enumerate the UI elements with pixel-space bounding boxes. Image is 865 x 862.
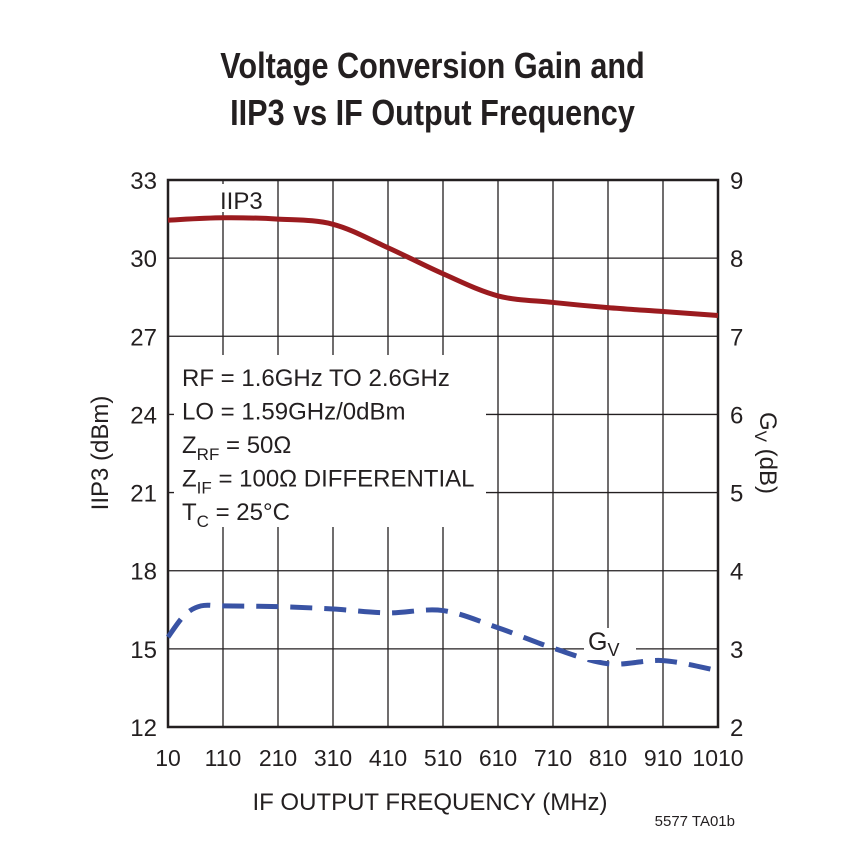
iip3-series-label: IIP3 [220, 188, 263, 215]
gv-series-label: GV [588, 628, 619, 660]
x-tick-label: 310 [314, 745, 352, 771]
x-tick-label: 810 [589, 745, 627, 771]
y2-tick-label: 5 [730, 481, 743, 508]
y-tick-label: 33 [130, 168, 157, 195]
chart-title-line1: Voltage Conversion Gain and [220, 45, 645, 86]
x-tick-label: 710 [534, 745, 572, 771]
y2-tick-label: 3 [730, 637, 743, 664]
y-tick-label: 15 [130, 637, 157, 664]
y2-axis-label: GV (dB) [751, 412, 781, 494]
annotation-line: RF = 1.6GHz TO 2.6GHz [182, 365, 450, 392]
x-axis-label: IF OUTPUT FREQUENCY (MHz) [252, 789, 607, 816]
x-tick-label: 410 [369, 745, 407, 771]
x-tick-label: 1010 [692, 745, 743, 771]
y2-tick-label: 8 [730, 246, 743, 273]
y2-tick-label: 6 [730, 402, 743, 429]
y-axis-label: IIP3 (dBm) [87, 396, 114, 511]
x-tick-label: 110 [205, 745, 242, 771]
x-tick-label: 210 [259, 745, 297, 771]
y-tick-label: 18 [130, 559, 157, 586]
y-tick-label: 30 [130, 246, 157, 273]
x-tick-label: 10 [155, 745, 181, 771]
y-tick-label: 24 [130, 402, 157, 429]
chart-title-line2: IIP3 vs IF Output Frequency [230, 92, 635, 133]
y2-tick-label: 2 [730, 715, 743, 742]
x-tick-label: 510 [424, 745, 462, 771]
y2-tick-label: 4 [730, 559, 743, 586]
y-tick-label: 21 [130, 481, 157, 508]
x-tick-label: 610 [479, 745, 517, 771]
y-tick-label: 12 [130, 715, 157, 742]
y2-tick-label: 9 [730, 168, 743, 195]
plot-frame [166, 178, 720, 729]
annotation-background [174, 355, 486, 527]
label-background [214, 184, 274, 212]
y2-tick-label: 7 [730, 324, 743, 351]
annotation-line: ZIF = 100Ω DIFFERENTIAL [182, 466, 474, 498]
x-tick-label: 910 [644, 745, 682, 771]
label-background [584, 628, 636, 660]
annotation-line: LO = 1.59GHz/0dBm [182, 399, 405, 426]
y-tick-label: 27 [130, 324, 157, 351]
series-line-iip3 [167, 215, 719, 318]
footnote: 5577 TA01b [655, 813, 735, 830]
series-line-gv [165, 602, 719, 674]
